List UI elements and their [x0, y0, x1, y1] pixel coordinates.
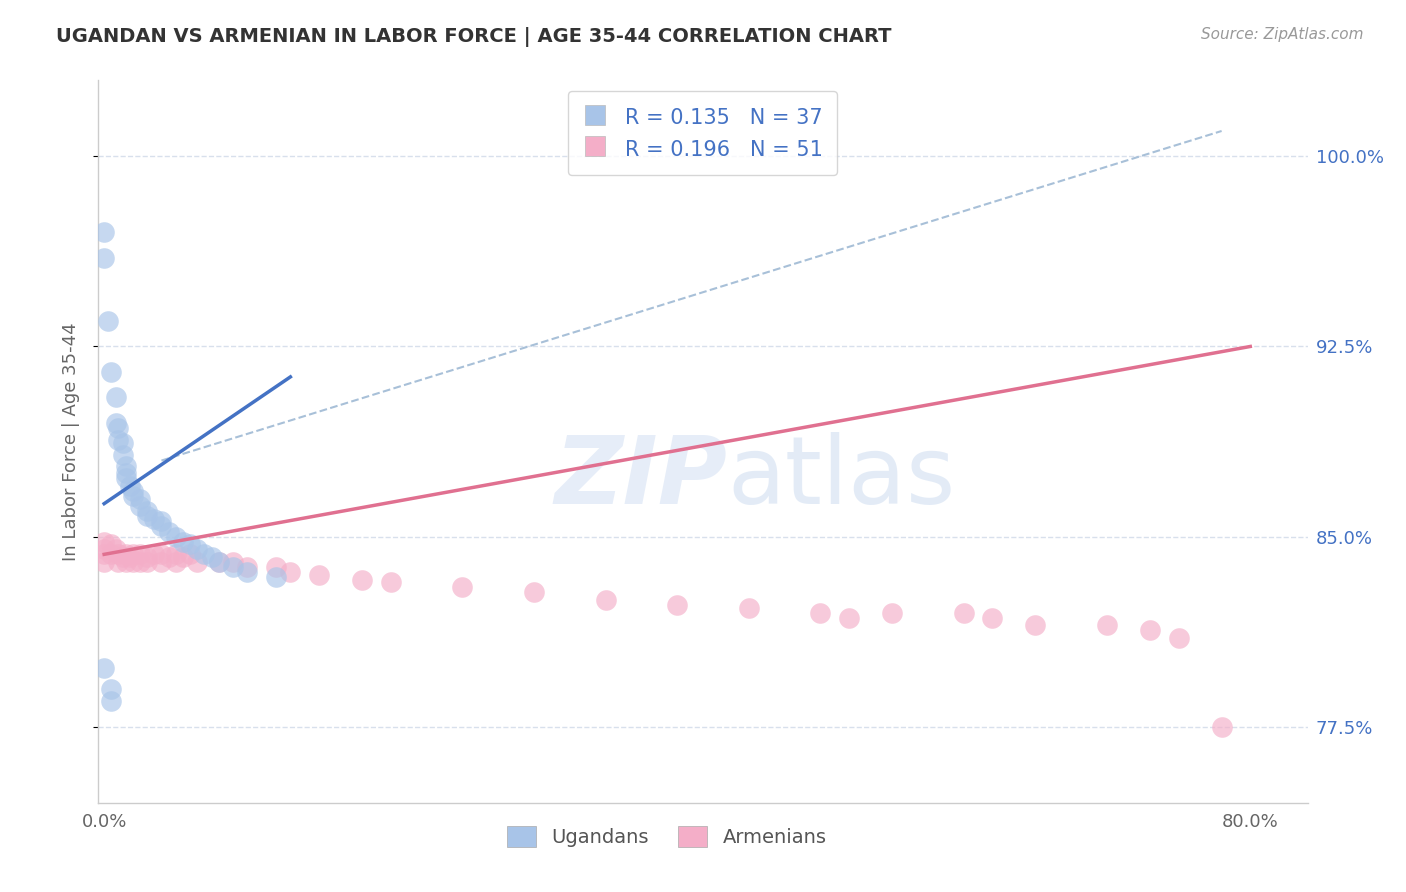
Y-axis label: In Labor Force | Age 35-44: In Labor Force | Age 35-44: [62, 322, 80, 561]
Point: [121, 555, 143, 569]
Point: [1211, 720, 1233, 734]
Point: [129, 499, 152, 513]
Point: [523, 585, 546, 599]
Point: [129, 491, 152, 506]
Text: atlas: atlas: [727, 432, 956, 524]
Point: [350, 573, 373, 587]
Point: [104, 390, 127, 404]
Point: [93, 555, 115, 569]
Point: [208, 555, 231, 569]
Point: [93, 251, 115, 265]
Point: [1024, 618, 1046, 632]
Point: [114, 471, 136, 485]
Point: [100, 681, 122, 696]
Point: [172, 534, 194, 549]
Point: [121, 483, 143, 498]
Point: [172, 549, 194, 564]
Point: [100, 537, 122, 551]
Point: [157, 549, 180, 564]
Point: [100, 547, 122, 561]
Point: [107, 555, 129, 569]
Point: [236, 565, 259, 579]
Point: [222, 555, 245, 569]
Point: [179, 547, 201, 561]
Point: [93, 226, 115, 240]
Point: [264, 560, 287, 574]
Point: [136, 504, 159, 518]
Point: [129, 547, 152, 561]
Point: [107, 434, 129, 448]
Point: [104, 416, 127, 430]
Point: [107, 420, 129, 434]
Point: [100, 365, 122, 379]
Point: [136, 555, 159, 569]
Point: [193, 547, 215, 561]
Point: [114, 547, 136, 561]
Point: [150, 519, 173, 533]
Point: [118, 549, 141, 564]
Point: [1139, 624, 1161, 638]
Point: [97, 314, 120, 328]
Point: [810, 606, 832, 620]
Point: [118, 479, 141, 493]
Point: [157, 524, 180, 539]
Point: [114, 555, 136, 569]
Point: [114, 467, 136, 481]
Point: [1167, 631, 1189, 645]
Point: [236, 560, 259, 574]
Point: [165, 547, 187, 561]
Point: [129, 555, 152, 569]
Point: [111, 435, 134, 450]
Point: [179, 537, 201, 551]
Point: [111, 549, 134, 564]
Point: [380, 575, 402, 590]
Point: [93, 547, 115, 561]
Point: [150, 515, 173, 529]
Text: ZIP: ZIP: [554, 432, 727, 524]
Point: [882, 606, 904, 620]
Point: [308, 567, 330, 582]
Point: [952, 606, 974, 620]
Point: [121, 489, 143, 503]
Point: [111, 449, 134, 463]
Point: [93, 542, 115, 557]
Point: [981, 611, 1004, 625]
Point: [165, 555, 187, 569]
Point: [107, 547, 129, 561]
Text: Source: ZipAtlas.com: Source: ZipAtlas.com: [1201, 27, 1364, 42]
Point: [451, 580, 474, 594]
Text: UGANDAN VS ARMENIAN IN LABOR FORCE | AGE 35-44 CORRELATION CHART: UGANDAN VS ARMENIAN IN LABOR FORCE | AGE…: [56, 27, 891, 46]
Point: [104, 542, 127, 557]
Point: [738, 600, 761, 615]
Point: [595, 593, 617, 607]
Point: [150, 555, 173, 569]
Point: [121, 547, 143, 561]
Point: [264, 570, 287, 584]
Point: [186, 555, 208, 569]
Point: [666, 598, 689, 612]
Point: [165, 530, 187, 544]
Point: [114, 458, 136, 473]
Point: [208, 555, 231, 569]
Point: [280, 565, 302, 579]
Point: [143, 547, 166, 561]
Point: [186, 542, 208, 557]
Point: [100, 694, 122, 708]
Point: [150, 547, 173, 561]
Point: [93, 534, 115, 549]
Legend: Ugandans, Armenians: Ugandans, Armenians: [499, 818, 835, 855]
Point: [143, 512, 166, 526]
Point: [1095, 618, 1118, 632]
Point: [200, 549, 222, 564]
Point: [136, 549, 159, 564]
Point: [838, 611, 860, 625]
Point: [93, 661, 115, 675]
Point: [136, 509, 159, 524]
Point: [222, 560, 245, 574]
